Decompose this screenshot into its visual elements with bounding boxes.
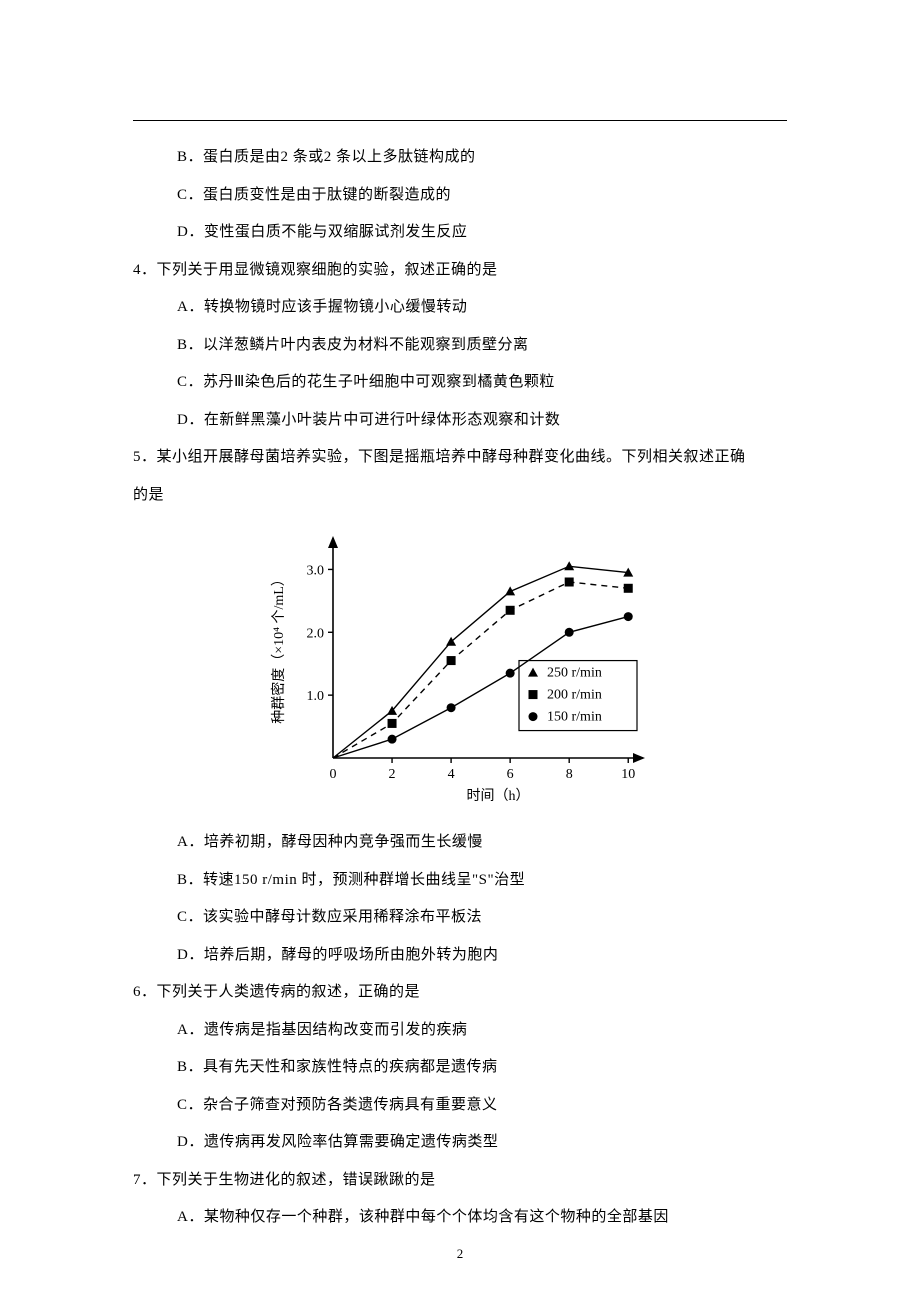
- svg-text:10: 10: [621, 767, 635, 782]
- q6-option-c: C．杂合子筛查对预防各类遗传病具有重要意义: [177, 1087, 787, 1125]
- q6-stem: 6．下列关于人类遗传病的叙述，正确的是: [133, 974, 787, 1012]
- svg-text:0: 0: [330, 767, 337, 782]
- svg-text:6: 6: [507, 767, 514, 782]
- q3-option-d: D．变性蛋白质不能与双缩脲试剂发生反应: [177, 214, 787, 252]
- q4-option-a: A．转换物镜时应该手握物镜小心缓慢转动: [177, 289, 787, 327]
- content-area: B．蛋白质是由2 条或2 条以上多肽链构成的 C．蛋白质变性是由于肽键的断裂造成…: [133, 120, 787, 1237]
- q4-option-c: C．苏丹Ⅲ染色后的花生子叶细胞中可观察到橘黄色颗粒: [177, 364, 787, 402]
- q7-option-a: A．某物种仅存一个种群，该种群中每个个体均含有这个物种的全部基因: [177, 1199, 787, 1237]
- q4-option-b: B．以洋葱鳞片叶内表皮为材料不能观察到质壁分离: [177, 327, 787, 365]
- q4-option-d: D．在新鲜黑藻小叶装片中可进行叶绿体形态观察和计数: [177, 402, 787, 440]
- svg-text:8: 8: [566, 767, 573, 782]
- q7-stem: 7．下列关于生物进化的叙述，错误踿踿的是: [133, 1162, 787, 1200]
- svg-text:200 r/min: 200 r/min: [547, 688, 602, 703]
- q3-option-c: C．蛋白质变性是由于肽键的断裂造成的: [177, 177, 787, 215]
- svg-text:时间（h）: 时间（h）: [467, 788, 530, 804]
- svg-text:4: 4: [448, 767, 455, 782]
- q4-stem: 4．下列关于用显微镜观察细胞的实验，叙述正确的是: [133, 252, 787, 290]
- svg-text:150 r/min: 150 r/min: [547, 710, 602, 725]
- q6-option-b: B．具有先天性和家族性特点的疾病都是遗传病: [177, 1049, 787, 1087]
- page: B．蛋白质是由2 条或2 条以上多肽链构成的 C．蛋白质变性是由于肽键的断裂造成…: [0, 0, 920, 1302]
- q6-option-d: D．遗传病再发风险率估算需要确定遗传病类型: [177, 1124, 787, 1162]
- q6-option-a: A．遗传病是指基因结构改变而引发的疾病: [177, 1012, 787, 1050]
- svg-text:种群密度（×10⁴ 个/mL）: 种群密度（×10⁴ 个/mL）: [270, 572, 287, 724]
- svg-text:3.0: 3.0: [307, 563, 325, 578]
- q5-stem-line2: 的是: [133, 477, 787, 515]
- page-number: 2: [0, 1246, 920, 1262]
- svg-text:2: 2: [389, 767, 396, 782]
- svg-text:1.0: 1.0: [307, 689, 325, 704]
- q5-option-c: C．该实验中酵母计数应采用稀释涂布平板法: [177, 899, 787, 937]
- q5-option-a: A．培养初期，酵母因种内竞争强而生长缓慢: [177, 824, 787, 862]
- svg-text:250 r/min: 250 r/min: [547, 666, 602, 681]
- q5-stem-line1: 5．某小组开展酵母菌培养实验，下图是摇瓶培养中酵母种群变化曲线。下列相关叙述正确: [133, 439, 787, 477]
- svg-text:2.0: 2.0: [307, 626, 325, 641]
- q5-chart-wrap: 1.0 2.0 3.0 0 2 4 6 8 10 种群密度（×10⁴ 个/mL） 时间（h） 250 …: [133, 526, 787, 816]
- q5-chart: 1.0 2.0 3.0 0 2 4 6 8 10 种群密度（×10⁴ 个/mL） 时间（h） 250 …: [265, 526, 655, 816]
- top-rule: [133, 120, 787, 121]
- q5-option-b: B．转速150 r/min 时，预测种群增长曲线呈"S"治型: [177, 862, 787, 900]
- q5-option-d: D．培养后期，酵母的呼吸场所由胞外转为胞内: [177, 937, 787, 975]
- q3-option-b: B．蛋白质是由2 条或2 条以上多肽链构成的: [177, 139, 787, 177]
